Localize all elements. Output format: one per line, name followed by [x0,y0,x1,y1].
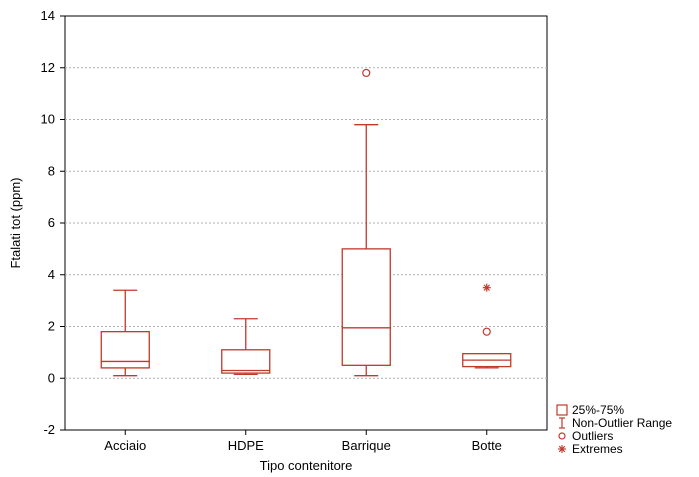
y-tick-label: 10 [41,112,55,127]
extreme-stroke [483,284,490,291]
x-tick-label: Barrique [342,438,391,453]
x-tick-label: Acciaio [104,438,146,453]
y-axis-ticks: -2 0 2 4 6 8 10 12 14 [41,8,65,437]
box-barrique [341,68,391,377]
grid-lines [65,67,547,379]
box-hdpe [221,318,271,376]
outlier-point [362,68,371,78]
legend-circle-symbol [558,432,566,440]
legend-label: Non-Outlier Range [572,416,672,430]
y-tick-label: 6 [48,215,55,230]
y-tick-label: 14 [41,8,55,23]
x-tick-label: HDPE [228,438,264,453]
y-tick-label: 12 [41,60,55,75]
box-iqr [100,331,150,369]
box-botte [462,283,512,369]
box-iqr [221,349,271,374]
legend-box-symbol [556,404,568,416]
x-tick-label: Botte [472,438,502,453]
legend-label: 25%-75% [572,403,624,417]
y-axis-label: Ftalati tot (ppm) [8,177,23,268]
x-axis-ticks: Acciaio HDPE Barrique Botte [104,430,502,453]
outlier-point [482,327,491,336]
x-axis-label: Tipo contenitore [260,458,353,473]
legend-label: Extremes [572,442,623,456]
box-iqr [341,248,391,366]
y-tick-label: 4 [48,267,55,282]
y-tick-label: -2 [43,422,55,437]
legend-label: Outliers [572,429,613,443]
y-tick-label: 0 [48,370,55,385]
y-tick-label: 8 [48,163,55,178]
box-acciaio [100,289,150,377]
legend-star-symbol [558,445,566,453]
y-tick-label: 2 [48,319,55,334]
boxes-group [100,68,512,377]
extreme-point [482,283,491,292]
